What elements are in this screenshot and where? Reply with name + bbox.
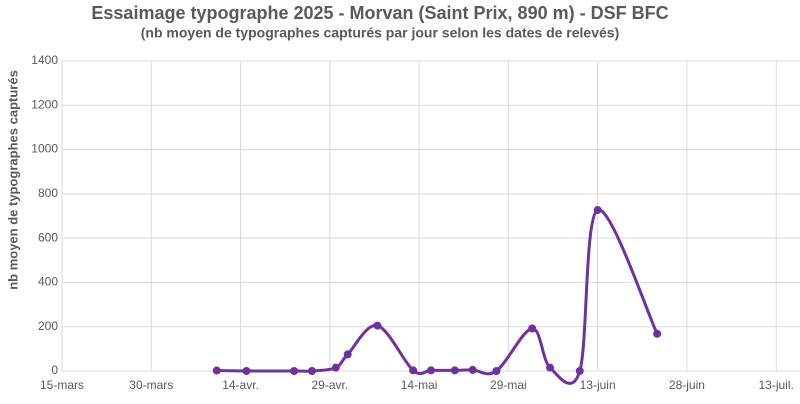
x-tick-label: 29-mai bbox=[490, 378, 527, 392]
x-tick-label: 13-juin bbox=[580, 378, 616, 392]
y-tick-label: 400 bbox=[38, 275, 58, 289]
chart-subtitle: (nb moyen de typographes capturés par jo… bbox=[141, 25, 619, 41]
data-point bbox=[427, 366, 435, 375]
y-tick-label: 600 bbox=[38, 230, 58, 244]
data-point bbox=[593, 206, 602, 215]
y-tick-label: 0 bbox=[51, 363, 58, 377]
data-point bbox=[575, 367, 584, 375]
data-point bbox=[450, 366, 459, 375]
y-tick-label: 1000 bbox=[31, 142, 58, 156]
data-point bbox=[242, 367, 251, 375]
data-point bbox=[409, 366, 418, 375]
x-tick-label: 28-juin bbox=[669, 378, 705, 392]
data-point bbox=[653, 329, 662, 338]
data-point bbox=[492, 367, 501, 375]
series-line bbox=[216, 208, 659, 385]
x-tick-label: 14-mai bbox=[401, 378, 438, 392]
x-tick-label: 29-avr. bbox=[311, 378, 348, 392]
chart-title: Essaimage typographe 2025 - Morvan (Sain… bbox=[91, 3, 668, 23]
y-tick-label: 800 bbox=[38, 186, 58, 200]
x-tick-label: 13-juil. bbox=[759, 378, 794, 392]
data-point bbox=[307, 367, 316, 375]
data-point bbox=[528, 324, 537, 333]
y-tick-label: 200 bbox=[38, 319, 58, 333]
data-point bbox=[546, 363, 555, 372]
data-point bbox=[212, 366, 221, 375]
x-tick-label: 14-avr. bbox=[222, 378, 259, 392]
data-point bbox=[331, 363, 340, 372]
y-tick-label: 1200 bbox=[31, 97, 58, 111]
data-point bbox=[290, 367, 299, 375]
y-axis-label: nb moyen de typographes capturés bbox=[5, 70, 20, 290]
y-tick-label: 1400 bbox=[31, 53, 58, 67]
data-point bbox=[468, 365, 477, 374]
data-point bbox=[343, 350, 352, 359]
x-tick-label: 30-mars bbox=[129, 378, 173, 392]
x-tick-label: 15-mars bbox=[40, 378, 84, 392]
data-point bbox=[373, 321, 382, 330]
